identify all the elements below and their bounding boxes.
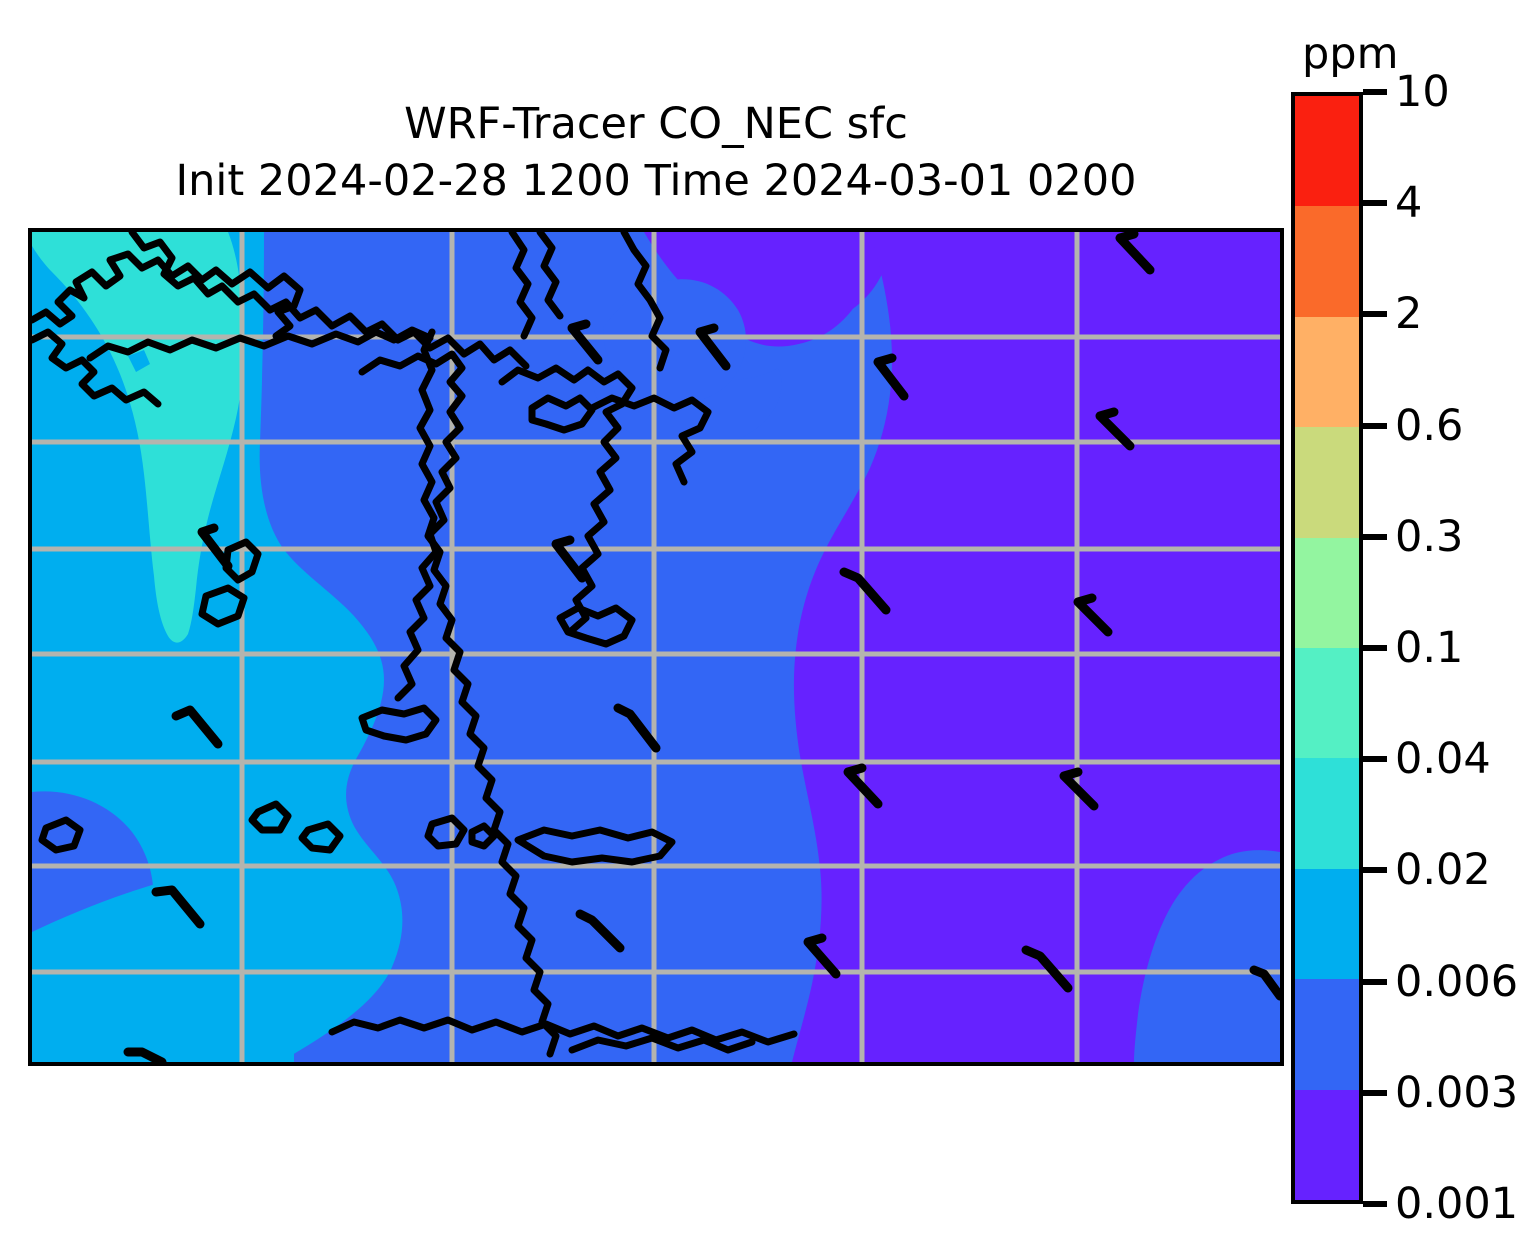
colorbar-tick-container: 10 4 2 0.6 0.3 0.1 0.04 0.02 0.006 0.003 0.001 bbox=[1363, 67, 1523, 1229]
map-plot-area[interactable] bbox=[28, 228, 1284, 1066]
colorbar-tick-label: 0.6 bbox=[1395, 400, 1464, 451]
figure-title-line-2: Init 2024-02-28 1200 Time 2024-03-01 020… bbox=[175, 156, 1137, 206]
colorbar-tick-mark bbox=[1363, 756, 1387, 763]
wind-barb bbox=[843, 763, 883, 809]
colorbar-band-7 bbox=[1295, 868, 1359, 980]
colorbar-tick-mark bbox=[1363, 200, 1387, 207]
colorbar-band-8 bbox=[1295, 979, 1359, 1090]
wind-barb bbox=[873, 353, 909, 401]
coastlines bbox=[32, 232, 798, 1058]
colorbar-tick-label: 2 bbox=[1395, 289, 1423, 340]
wind-barb bbox=[1115, 232, 1155, 275]
wind-barb bbox=[575, 909, 625, 953]
colorbar-tick-label: 0.006 bbox=[1395, 956, 1519, 1007]
wind-barb bbox=[1021, 945, 1073, 993]
wind-barb bbox=[123, 1047, 167, 1062]
colorbar-band-6 bbox=[1295, 758, 1359, 869]
colorbar-tick-mark bbox=[1363, 978, 1387, 985]
colorbar-tick-label: 0.04 bbox=[1395, 734, 1491, 785]
wind-barb bbox=[803, 933, 841, 979]
colorbar-tick-label: 0.001 bbox=[1395, 1179, 1519, 1229]
colorbar-tick-label: 0.3 bbox=[1395, 511, 1464, 562]
wind-barb bbox=[567, 319, 603, 365]
colorbar-band-9 bbox=[1295, 1089, 1359, 1200]
wind-barb bbox=[1095, 407, 1135, 451]
colorbar-band-5 bbox=[1295, 647, 1359, 759]
colorbar-band-3 bbox=[1295, 427, 1359, 538]
colorbar-tick-label: 4 bbox=[1395, 178, 1423, 229]
wind-barb bbox=[695, 323, 731, 371]
fill-band-0003-0006-southeast bbox=[1134, 850, 1280, 1062]
colorbar-tick-mark bbox=[1363, 867, 1387, 874]
wind-barb bbox=[551, 535, 587, 583]
fill-band-0003-0006-ne-bump bbox=[603, 279, 746, 403]
colorbar-tick-mark bbox=[1363, 1201, 1387, 1207]
colorbar-tick-mark bbox=[1363, 1089, 1387, 1096]
figure-title-line-1: WRF-Tracer CO_NEC sfc bbox=[404, 99, 908, 149]
colorbar-band-1 bbox=[1295, 206, 1359, 317]
colorbar-band-0 bbox=[1295, 96, 1359, 207]
colorbar-tick-label: 0.1 bbox=[1395, 623, 1464, 673]
wind-barb bbox=[1073, 593, 1113, 637]
fill-band-002-004-hole bbox=[128, 350, 150, 372]
lat-lon-gridlines bbox=[32, 232, 1280, 1062]
colorbar-tick-label: 0.003 bbox=[1395, 1067, 1519, 1118]
wind-barbs bbox=[123, 232, 1280, 1062]
colorbar-tick-mark bbox=[1363, 533, 1387, 540]
wind-barb bbox=[613, 703, 661, 753]
colorbar-band-4 bbox=[1295, 537, 1359, 648]
contour-map-svg bbox=[32, 232, 1280, 1062]
colorbar[interactable] bbox=[1291, 92, 1363, 1204]
wind-barb bbox=[1059, 767, 1099, 811]
colorbar-tick-label: 0.02 bbox=[1395, 845, 1491, 896]
figure-title: WRF-Tracer CO_NEC sfc Init 2024-02-28 12… bbox=[28, 96, 1284, 210]
colorbar-tick-label: 10 bbox=[1395, 67, 1450, 117]
wind-barb bbox=[171, 705, 223, 749]
wind-barb bbox=[151, 885, 205, 929]
colorbar-band-2 bbox=[1295, 316, 1359, 428]
wind-barb bbox=[197, 523, 233, 571]
colorbar-unit-label: ppm bbox=[1302, 29, 1399, 79]
wind-barb bbox=[1249, 965, 1280, 1001]
colorbar-tick-mark bbox=[1363, 311, 1387, 318]
colorbar-tick-mark bbox=[1363, 422, 1387, 429]
fill-band-0006-002-south-tongue bbox=[32, 865, 332, 992]
colorbar-tick-mark bbox=[1363, 645, 1387, 651]
colorbar-tick-mark bbox=[1363, 89, 1387, 95]
wind-barb bbox=[839, 567, 891, 615]
